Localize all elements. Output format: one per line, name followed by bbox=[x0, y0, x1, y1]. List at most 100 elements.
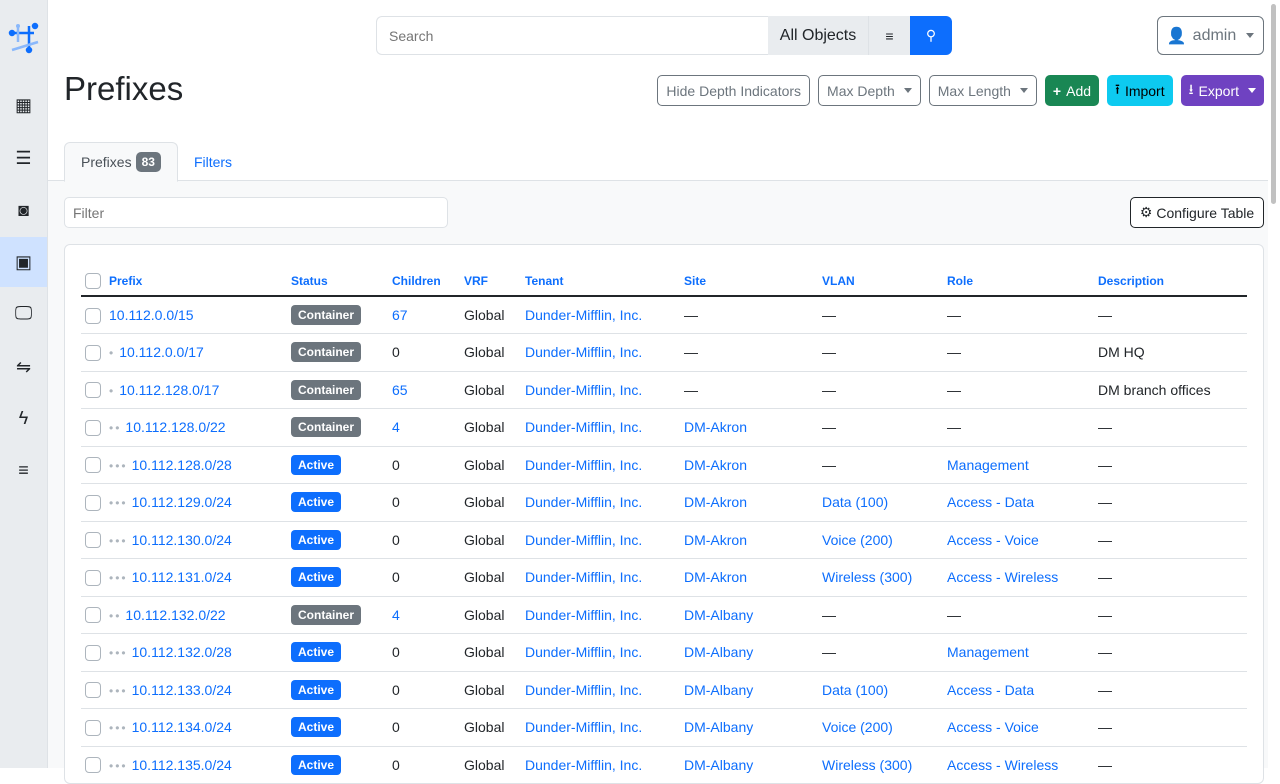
role-link[interactable]: Management bbox=[947, 644, 1029, 661]
row-checkbox[interactable] bbox=[85, 307, 101, 324]
hide-depth-button[interactable]: Hide Depth Indicators bbox=[657, 75, 811, 106]
column-header-description[interactable]: Description bbox=[1098, 267, 1247, 297]
quick-filter-input[interactable] bbox=[64, 197, 448, 228]
scrollbar[interactable] bbox=[1271, 4, 1276, 204]
children-link[interactable]: 4 bbox=[392, 606, 400, 623]
max-depth-dropdown[interactable]: Max Depth bbox=[818, 75, 921, 106]
role-link[interactable]: Access - Wireless bbox=[947, 756, 1059, 773]
tab-filters[interactable]: Filters bbox=[193, 153, 233, 170]
tenant-link[interactable]: Dunder-Mifflin, Inc. bbox=[525, 569, 643, 586]
user-menu[interactable]: 👤 admin bbox=[1157, 16, 1264, 55]
role-link[interactable]: Access - Wireless bbox=[947, 569, 1059, 586]
site-link[interactable]: DM-Albany bbox=[684, 681, 754, 698]
column-header-tenant[interactable]: Tenant bbox=[525, 267, 684, 297]
row-checkbox[interactable] bbox=[85, 719, 101, 736]
role-link[interactable]: Access - Voice bbox=[947, 719, 1039, 736]
logo-icon[interactable] bbox=[8, 22, 40, 54]
configure-table-button[interactable]: ⚙ Configure Table bbox=[1130, 197, 1264, 228]
row-checkbox[interactable] bbox=[85, 644, 101, 661]
filter-icon[interactable]: ≡ bbox=[869, 16, 910, 55]
prefix-link[interactable]: 10.112.128.0/28 bbox=[131, 456, 232, 473]
prefix-link[interactable]: 10.112.131.0/24 bbox=[131, 569, 232, 586]
column-header-status[interactable]: Status bbox=[291, 267, 392, 297]
role-link[interactable]: Access - Data bbox=[947, 681, 1035, 698]
site-link[interactable]: DM-Albany bbox=[684, 644, 754, 661]
nav-ipam-icon[interactable]: ▣ bbox=[0, 237, 47, 287]
site-link[interactable]: DM-Albany bbox=[684, 719, 754, 736]
tenant-link[interactable]: Dunder-Mifflin, Inc. bbox=[525, 531, 643, 548]
nav-organization-icon[interactable]: ▦ bbox=[14, 94, 32, 115]
vlan-link[interactable]: Wireless (300) bbox=[822, 569, 913, 586]
column-header-children[interactable]: Children bbox=[392, 267, 464, 297]
prefix-link[interactable]: 10.112.128.0/17 bbox=[119, 381, 220, 398]
tenant-link[interactable]: Dunder-Mifflin, Inc. bbox=[525, 494, 643, 511]
vlan-link[interactable]: Data (100) bbox=[822, 494, 889, 511]
search-scope-select[interactable]: All Objects bbox=[768, 16, 869, 55]
site-link[interactable]: DM-Akron bbox=[684, 494, 748, 511]
prefix-link[interactable]: 10.112.129.0/24 bbox=[131, 494, 232, 511]
nav-power-icon[interactable]: ϟ bbox=[18, 407, 29, 428]
vlan-link[interactable]: Voice (200) bbox=[822, 531, 893, 548]
site-link[interactable]: DM-Akron bbox=[684, 419, 748, 436]
site-link[interactable]: DM-Albany bbox=[684, 756, 754, 773]
row-checkbox[interactable] bbox=[85, 532, 101, 549]
tenant-link[interactable]: Dunder-Mifflin, Inc. bbox=[525, 456, 643, 473]
select-all-checkbox[interactable] bbox=[85, 273, 101, 289]
row-checkbox[interactable] bbox=[85, 382, 101, 399]
row-checkbox[interactable] bbox=[85, 419, 101, 436]
import-button[interactable]: ⭱ Import bbox=[1107, 75, 1173, 106]
site-link[interactable]: DM-Akron bbox=[684, 456, 748, 473]
tenant-link[interactable]: Dunder-Mifflin, Inc. bbox=[525, 719, 643, 736]
prefix-link[interactable]: 10.112.0.0/15 bbox=[109, 307, 194, 323]
children-link[interactable]: 4 bbox=[392, 419, 400, 436]
search-input[interactable] bbox=[376, 16, 768, 55]
vlan-link[interactable]: Wireless (300) bbox=[822, 756, 913, 773]
role-link[interactable]: Access - Voice bbox=[947, 531, 1039, 548]
tenant-link[interactable]: Dunder-Mifflin, Inc. bbox=[525, 344, 643, 361]
column-header-prefix[interactable]: Prefix bbox=[109, 267, 291, 297]
vlan-link[interactable]: Voice (200) bbox=[822, 719, 893, 736]
children-link[interactable]: 67 bbox=[392, 307, 408, 323]
tenant-link[interactable]: Dunder-Mifflin, Inc. bbox=[525, 606, 643, 623]
tenant-link[interactable]: Dunder-Mifflin, Inc. bbox=[525, 419, 643, 436]
tenant-link[interactable]: Dunder-Mifflin, Inc. bbox=[525, 381, 643, 398]
row-checkbox[interactable] bbox=[85, 607, 101, 624]
row-checkbox[interactable] bbox=[85, 569, 101, 586]
column-header-site[interactable]: Site bbox=[684, 267, 822, 297]
nav-circuits-icon[interactable]: ⇋ bbox=[15, 356, 32, 377]
site-link[interactable]: DM-Akron bbox=[684, 569, 748, 586]
vlan-link[interactable]: Data (100) bbox=[822, 681, 889, 698]
row-checkbox[interactable] bbox=[85, 344, 101, 361]
role-link[interactable]: Access - Data bbox=[947, 494, 1035, 511]
column-header-role[interactable]: Role bbox=[947, 267, 1098, 297]
row-checkbox[interactable] bbox=[85, 457, 101, 474]
prefix-link[interactable]: 10.112.132.0/28 bbox=[131, 644, 232, 661]
nav-connections-icon[interactable]: ◙ bbox=[18, 199, 29, 220]
prefix-link[interactable]: 10.112.128.0/22 bbox=[125, 419, 226, 436]
nav-virtualization-icon[interactable]: 🖵 bbox=[14, 302, 33, 323]
search-button[interactable]: ⚲ bbox=[910, 16, 952, 55]
site-link[interactable]: DM-Akron bbox=[684, 531, 748, 548]
prefix-link[interactable]: 10.112.130.0/24 bbox=[131, 531, 232, 548]
export-button[interactable]: ⭳ Export bbox=[1180, 75, 1264, 106]
row-checkbox[interactable] bbox=[85, 682, 101, 699]
prefix-link[interactable]: 10.112.135.0/24 bbox=[131, 756, 232, 773]
max-length-dropdown[interactable]: Max Length bbox=[928, 75, 1037, 106]
tenant-link[interactable]: Dunder-Mifflin, Inc. bbox=[525, 644, 643, 661]
nav-devices-icon[interactable]: ☰ bbox=[15, 147, 32, 168]
row-checkbox[interactable] bbox=[85, 494, 101, 511]
nav-provisioning-icon[interactable]: ≡ bbox=[18, 459, 29, 480]
prefix-link[interactable]: 10.112.134.0/24 bbox=[131, 719, 232, 736]
prefix-link[interactable]: 10.112.132.0/22 bbox=[125, 606, 226, 623]
children-link[interactable]: 65 bbox=[392, 381, 408, 398]
add-button[interactable]: + Add bbox=[1044, 75, 1100, 106]
prefix-link[interactable]: 10.112.133.0/24 bbox=[131, 681, 232, 698]
tenant-link[interactable]: Dunder-Mifflin, Inc. bbox=[525, 307, 643, 323]
row-checkbox[interactable] bbox=[85, 757, 101, 774]
role-link[interactable]: Management bbox=[947, 456, 1029, 473]
tab-prefixes[interactable]: Prefixes 83 bbox=[64, 142, 178, 182]
column-header-vrf[interactable]: VRF bbox=[464, 267, 525, 297]
site-link[interactable]: DM-Albany bbox=[684, 606, 754, 623]
tenant-link[interactable]: Dunder-Mifflin, Inc. bbox=[525, 756, 643, 773]
prefix-link[interactable]: 10.112.0.0/17 bbox=[119, 344, 204, 361]
